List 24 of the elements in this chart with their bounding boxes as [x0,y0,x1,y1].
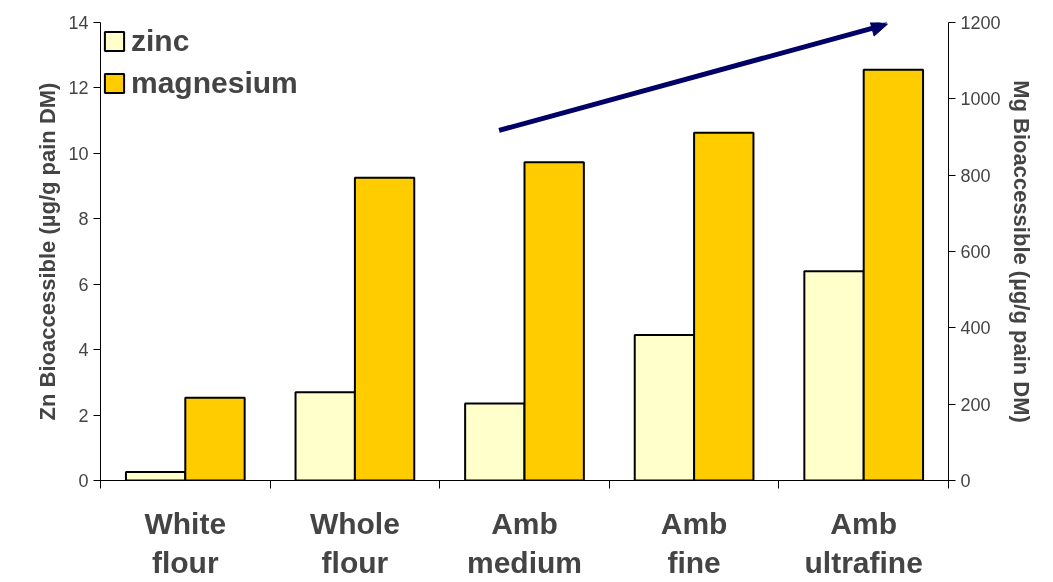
x-tick-label: Whole flour [309,506,400,580]
y2-tick-label: 0 [960,471,971,491]
y2-tick-label: 1000 [960,89,1001,110]
y2-tick-label: 600 [960,242,991,262]
y2-axis-title: Mg Bioaccessible (µg/g pain DM) [1008,80,1034,423]
legend-label: zinc [131,24,190,58]
x-tick-label: Amb fine [660,506,728,580]
y2-tick-label: 1200 [960,13,1001,33]
y2-tick-label: 800 [960,165,991,186]
y-tick-label: 8 [78,209,89,230]
x-tick-label: White flour [144,506,227,580]
y-tick-label: 4 [78,340,89,361]
y-tick-label: 2 [78,405,89,426]
x-tick-label: Amb medium [466,506,583,580]
legend-label: magnesium [131,66,298,100]
y-tick-label: 12 [68,78,89,99]
y-tick-label: 0 [78,471,89,491]
y-tick-label: 6 [78,274,89,295]
y-tick-label: 10 [68,143,89,164]
y-axis-title: Zn Bioaccessible (µg/g pain DM) [35,82,61,421]
x-tick-label: Amb ultrafine [804,506,923,580]
y2-tick-label: 400 [960,318,991,339]
y-tick-label: 14 [68,13,89,33]
y2-tick-label: 200 [960,394,991,415]
